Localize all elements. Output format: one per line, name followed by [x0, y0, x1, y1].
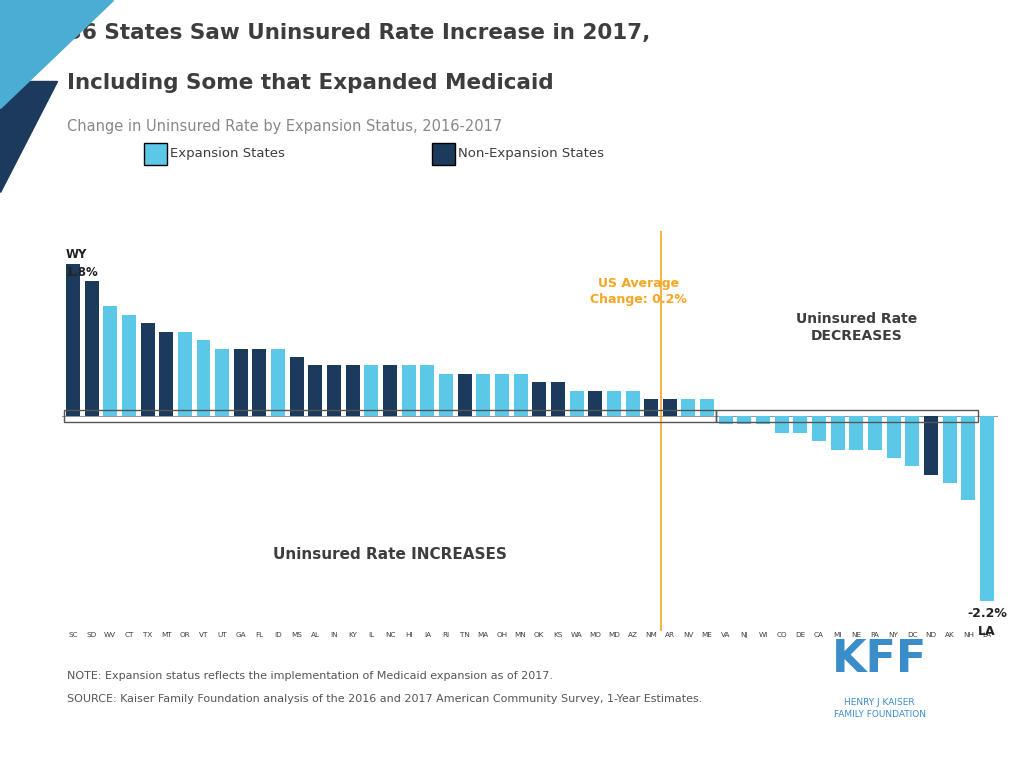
Bar: [234, 348, 248, 416]
Bar: [681, 399, 696, 416]
Bar: [793, 416, 808, 433]
Text: 1.8%: 1.8%: [66, 265, 98, 278]
Bar: [252, 348, 267, 416]
Text: KFF: KFF: [832, 638, 927, 681]
Bar: [346, 365, 360, 416]
Bar: [644, 399, 659, 416]
Text: -2.2%: -2.2%: [967, 607, 1006, 620]
Bar: [775, 416, 789, 433]
Bar: [476, 374, 490, 416]
Bar: [756, 416, 770, 424]
Bar: [271, 348, 285, 416]
Bar: [607, 391, 620, 416]
Bar: [868, 416, 882, 450]
Bar: [513, 374, 528, 416]
Bar: [439, 374, 453, 416]
Text: Uninsured Rate
DECREASES: Uninsured Rate DECREASES: [795, 312, 917, 343]
Bar: [141, 323, 154, 416]
Text: LA: LA: [979, 624, 996, 638]
Bar: [943, 416, 957, 483]
Bar: [178, 331, 191, 416]
Text: SOURCE: Kaiser Family Foundation analysis of the 2016 and 2017 American Communit: SOURCE: Kaiser Family Foundation analysi…: [67, 694, 702, 704]
Text: Non-Expansion States: Non-Expansion States: [458, 148, 604, 160]
Text: Uninsured Rate INCREASES: Uninsured Rate INCREASES: [273, 548, 507, 562]
Text: NOTE: Expansion status reflects the implementation of Medicaid expansion as of 2: NOTE: Expansion status reflects the impl…: [67, 671, 553, 681]
Bar: [980, 416, 994, 601]
Bar: [121, 315, 136, 416]
Bar: [458, 374, 471, 416]
Bar: [309, 365, 322, 416]
Text: WY: WY: [66, 248, 86, 261]
Text: Including Some that Expanded Medicaid: Including Some that Expanded Medicaid: [67, 73, 554, 93]
Bar: [830, 416, 845, 450]
Bar: [551, 382, 565, 416]
Bar: [197, 340, 211, 416]
Bar: [327, 365, 341, 416]
Bar: [626, 391, 639, 416]
Bar: [719, 416, 733, 424]
Bar: [84, 281, 99, 416]
Bar: [421, 365, 434, 416]
Bar: [290, 357, 304, 416]
Bar: [961, 416, 975, 500]
Bar: [887, 416, 900, 458]
Bar: [383, 365, 397, 416]
Bar: [401, 365, 416, 416]
Text: US Average
Change: 0.2%: US Average Change: 0.2%: [590, 278, 686, 307]
Text: 36 States Saw Uninsured Rate Increase in 2017,: 36 States Saw Uninsured Rate Increase in…: [67, 23, 650, 43]
Bar: [66, 265, 80, 416]
Bar: [589, 391, 602, 416]
Bar: [103, 307, 117, 416]
Bar: [532, 382, 546, 416]
Bar: [906, 416, 919, 467]
Bar: [849, 416, 863, 450]
Bar: [663, 399, 677, 416]
Bar: [812, 416, 826, 441]
Bar: [716, 410, 978, 422]
Text: Expansion States: Expansion States: [170, 148, 285, 160]
Bar: [570, 391, 583, 416]
Text: Change in Uninsured Rate by Expansion Status, 2016-2017: Change in Uninsured Rate by Expansion St…: [67, 119, 502, 135]
Bar: [364, 365, 379, 416]
Bar: [924, 416, 938, 474]
Bar: [738, 416, 751, 424]
Bar: [495, 374, 509, 416]
Bar: [215, 348, 229, 416]
Bar: [700, 399, 714, 416]
Bar: [64, 410, 716, 422]
Text: HENRY J KAISER
FAMILY FOUNDATION: HENRY J KAISER FAMILY FOUNDATION: [833, 697, 926, 719]
Bar: [159, 331, 173, 416]
